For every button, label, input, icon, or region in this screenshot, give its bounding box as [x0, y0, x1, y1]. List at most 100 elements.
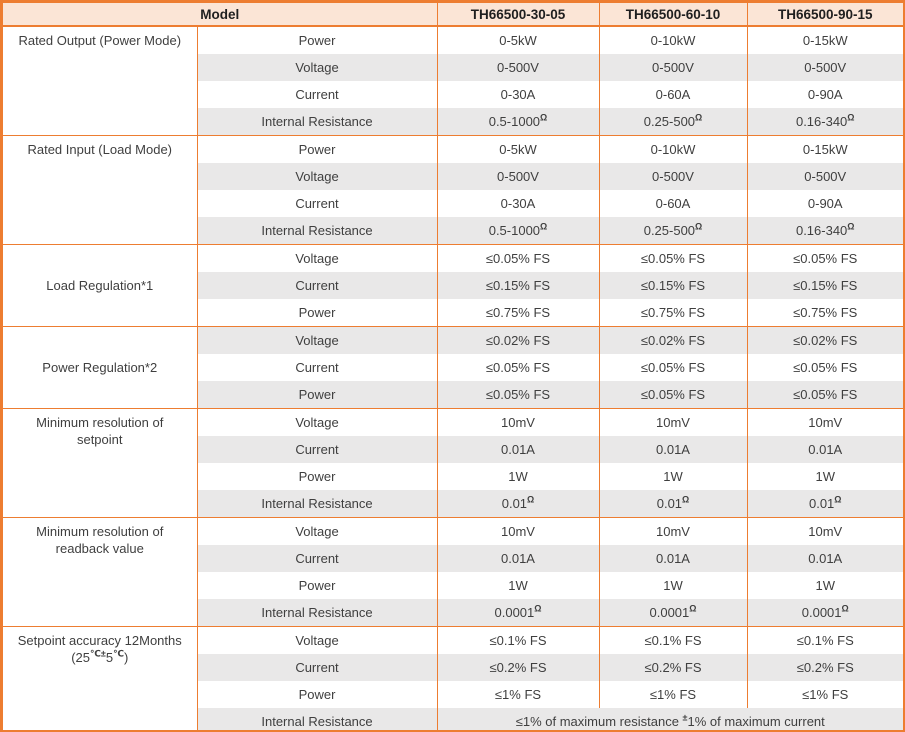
- category-cell: Setpoint accuracy 12Months (25℃±5℃): [3, 626, 198, 730]
- param-cell: Internal Resistance: [197, 217, 438, 245]
- table-row: Internal Resistance 0.01Ω 0.01Ω 0.01Ω: [3, 490, 903, 518]
- table-row: Current 0.01A 0.01A 0.01A: [3, 436, 903, 463]
- table-row: Power ≤1% FS ≤1% FS ≤1% FS: [3, 681, 903, 708]
- param-cell: Internal Resistance: [197, 599, 438, 627]
- value-cell: ≤0.05% FS: [747, 381, 903, 409]
- value-cell: ≤0.05% FS: [747, 354, 903, 381]
- value-cell: 0.01A: [437, 436, 600, 463]
- value-cell: 10mV: [599, 517, 748, 545]
- table-row: Rated Input (Load Mode) Power 0-5kW 0-10kW 0…: [3, 135, 903, 245]
- value-cell: 0.01A: [747, 545, 903, 572]
- table-row: Current ≤0.15% FS ≤0.15% FS ≤0.15% FS: [3, 272, 903, 299]
- param-cell: Current: [197, 190, 438, 217]
- table-row: Internal Resistance ≤1% of maximum resist…: [3, 708, 903, 730]
- value-cell: ≤0.2% FS: [599, 654, 748, 681]
- value-cell: 0-60A: [599, 81, 748, 108]
- model-header-cell: Model: [3, 3, 437, 27]
- table-row: Current ≤0.2% FS ≤0.2% FS ≤0.2% FS: [3, 654, 903, 681]
- param-cell: Internal Resistance: [197, 108, 438, 136]
- param-cell: Power: [197, 463, 438, 490]
- value-cell: 0-500V: [747, 54, 903, 81]
- table-row: Power Regulation*2 Voltage ≤0.02% FS ≤0.02%…: [3, 326, 903, 409]
- param-cell: Power: [197, 299, 438, 327]
- value-cell: 0.01A: [437, 545, 600, 572]
- table-row: Current 0-30A 0-60A 0-90A: [3, 81, 903, 108]
- table-row: Power 1W 1W 1W: [3, 572, 903, 599]
- param-cell: Current: [197, 81, 438, 108]
- param-cell: Voltage: [197, 54, 438, 81]
- value-cell: 0.16-340Ω: [747, 108, 903, 136]
- table-row: Internal Resistance 0.5-1000Ω 0.25-500Ω 0.1…: [3, 217, 903, 245]
- table-row: Minimum resolution of setpoint Voltage 10m…: [3, 408, 903, 518]
- value-cell: 0.01A: [599, 436, 748, 463]
- value-cell: 0.01Ω: [747, 490, 903, 518]
- value-cell: 0-500V: [747, 163, 903, 190]
- value-cell: ≤0.75% FS: [437, 299, 600, 327]
- table-row: Current 0-30A 0-60A 0-90A: [3, 190, 903, 217]
- table-row: Minimum resolution of readback value Volt…: [3, 517, 903, 627]
- value-cell: ≤0.75% FS: [747, 299, 903, 327]
- table-row: Voltage 0-500V 0-500V 0-500V: [3, 54, 903, 81]
- value-cell: ≤0.15% FS: [437, 272, 600, 299]
- value-cell: 0-90A: [747, 190, 903, 217]
- table-row: Voltage 0-500V 0-500V 0-500V: [3, 163, 903, 190]
- value-cell: 0.16-340Ω: [747, 217, 903, 245]
- value-cell: ≤0.15% FS: [747, 272, 903, 299]
- value-cell: 0-30A: [437, 190, 600, 217]
- param-cell: Current: [197, 545, 438, 572]
- value-cell: ≤1% FS: [437, 681, 600, 708]
- value-cell: 10mV: [747, 408, 903, 436]
- value-cell: ≤0.02% FS: [747, 326, 903, 354]
- value-cell: 0-500V: [437, 54, 600, 81]
- category-cell: Minimum resolution of readback value: [3, 517, 198, 627]
- model-column-header-3: TH66500-90-15: [746, 3, 903, 27]
- table-row: Internal Resistance 0.0001Ω 0.0001Ω 0.0001Ω: [3, 599, 903, 627]
- category-cell: Rated Input (Load Mode): [3, 135, 198, 245]
- value-cell: ≤0.05% FS: [599, 354, 748, 381]
- value-cell: 0.01Ω: [599, 490, 748, 518]
- value-cell: 0.01A: [747, 436, 903, 463]
- header-row: Model TH66500-30-05 TH66500-60-10 TH6650…: [3, 3, 903, 27]
- value-cell: 0-500V: [599, 163, 748, 190]
- table-row: Load Regulation*1 Voltage ≤0.05% FS ≤0.05% …: [3, 244, 903, 327]
- value-cell: 1W: [747, 572, 903, 599]
- value-cell: ≤0.05% FS: [437, 354, 600, 381]
- value-cell: 1W: [599, 572, 748, 599]
- value-cell: ≤0.05% FS: [747, 244, 903, 272]
- param-cell: Current: [197, 436, 438, 463]
- value-cell: 10mV: [437, 408, 600, 436]
- param-cell: Voltage: [197, 326, 438, 354]
- value-cell: ≤0.2% FS: [747, 654, 903, 681]
- value-cell: 0.0001Ω: [599, 599, 748, 627]
- category-cell: Power Regulation*2: [3, 326, 198, 409]
- table-row: Power ≤0.75% FS ≤0.75% FS ≤0.75% FS: [3, 299, 903, 327]
- value-cell: 10mV: [747, 517, 903, 545]
- value-cell: ≤1% FS: [599, 681, 748, 708]
- value-cell: 0-90A: [747, 81, 903, 108]
- table-row: Rated Output (Power Mode) Power 0-5kW 0-10k…: [3, 26, 903, 136]
- table-row: Setpoint accuracy 12Months (25℃±5℃) Volta…: [3, 626, 903, 730]
- category-cell: Load Regulation*1: [3, 244, 198, 327]
- param-cell: Voltage: [197, 408, 438, 436]
- value-cell: ≤0.2% FS: [437, 654, 600, 681]
- value-cell: ≤0.02% FS: [437, 326, 600, 354]
- param-cell: Power: [197, 26, 438, 54]
- value-cell: ≤0.1% FS: [599, 626, 748, 654]
- param-cell: Power: [197, 381, 438, 409]
- param-cell: Internal Resistance: [197, 708, 438, 730]
- value-cell: 1W: [437, 572, 600, 599]
- table-row: Internal Resistance 0.5-1000Ω 0.25-500Ω 0.1…: [3, 108, 903, 136]
- value-cell: 10mV: [437, 517, 600, 545]
- value-cell: 0-5kW: [437, 135, 600, 163]
- value-cell: ≤0.1% FS: [747, 626, 903, 654]
- param-cell: Voltage: [197, 163, 438, 190]
- value-cell: ≤0.1% FS: [437, 626, 600, 654]
- param-cell: Current: [197, 272, 438, 299]
- value-cell: 0.25-500Ω: [599, 217, 748, 245]
- param-cell: Current: [197, 354, 438, 381]
- value-cell-merged: ≤1% of maximum resistance ±1% of maximum…: [437, 708, 903, 730]
- value-cell: 0-500V: [599, 54, 748, 81]
- table-row: Power ≤0.05% FS ≤0.05% FS ≤0.05% FS: [3, 381, 903, 409]
- value-cell: 10mV: [599, 408, 748, 436]
